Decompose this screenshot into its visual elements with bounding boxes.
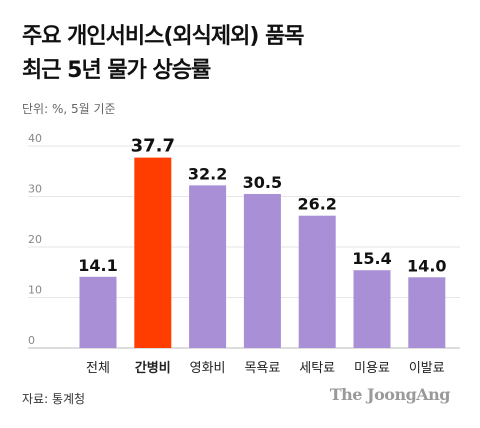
- category-label: 전체: [86, 361, 110, 376]
- bar-6: [353, 270, 391, 348]
- category-label: 간병비: [135, 360, 171, 376]
- bar-5: [298, 215, 336, 348]
- chart-title: 주요 개인서비스(외식제외) 품목 최근 5년 물가 상승률: [22, 20, 462, 88]
- unit-label: 단위: %, 5월 기준: [22, 102, 116, 116]
- y-tick-label: 20: [28, 233, 42, 246]
- bar-2: [134, 157, 172, 348]
- bar-value-label: 14.0: [407, 256, 446, 275]
- brand-logo: The JoongAng: [329, 385, 451, 404]
- bar-value-label: 37.7: [131, 136, 175, 157]
- category-label: 목욕료: [244, 361, 280, 376]
- category-label: 영화비: [190, 361, 226, 376]
- y-tick-label: 10: [28, 284, 42, 297]
- y-tick-label: 40: [28, 132, 42, 145]
- bar-value-label: 32.2: [188, 164, 227, 183]
- bar-1: [79, 276, 117, 348]
- title-line-2: 최근 5년 물가 상승률: [22, 58, 211, 83]
- bar-value-label: 15.4: [352, 249, 391, 268]
- bar-4: [243, 193, 281, 348]
- category-label: 이발료: [409, 361, 445, 376]
- category-label: 세탁료: [299, 361, 335, 376]
- bar-value-label: 30.5: [243, 173, 282, 192]
- bar-value-label: 26.2: [297, 195, 336, 214]
- bar-value-label: 14.1: [78, 256, 117, 275]
- category-label: 미용료: [354, 361, 390, 376]
- source-label: 자료: 통계청: [22, 392, 86, 406]
- bar-3: [189, 185, 227, 348]
- title-line-1: 주요 개인서비스(외식제외) 품목: [22, 24, 305, 49]
- y-tick-label: 30: [28, 183, 42, 196]
- y-tick-label: 0: [28, 334, 35, 347]
- bar-7: [408, 277, 446, 348]
